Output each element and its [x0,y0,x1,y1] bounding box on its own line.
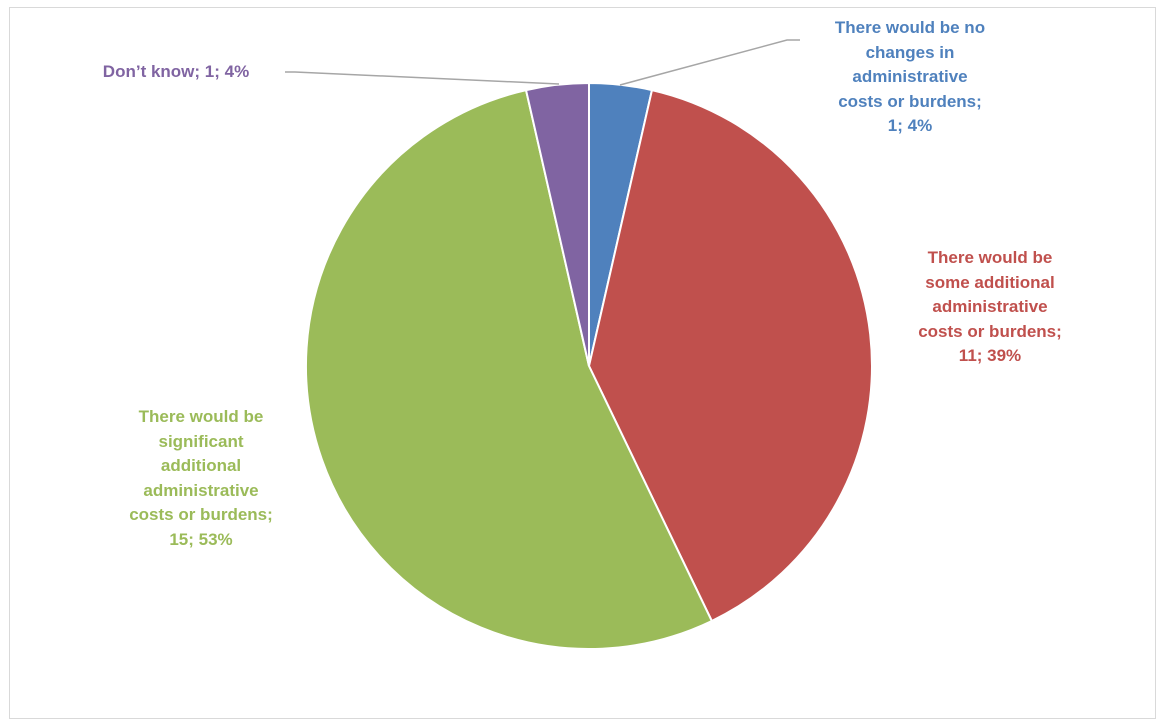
label-line: some additional [925,272,1055,292]
label-line: administrative [852,67,968,86]
label-no-changes: There would be no changes in administrativ… [790,16,1030,139]
label-line: Don’t know; 1; 4% [102,62,250,81]
label-line: costs or burdens; [918,321,1062,341]
label-line: There would be [138,407,264,426]
label-line: 11; 39% [958,346,1022,365]
label-dont-know: Don’t know; 1; 4% [56,60,296,85]
label-line: costs or burdens; [838,91,982,111]
label-some-additional: There would be some additional administrat… [880,246,1100,369]
slice-dont-know [524,81,590,367]
label-significant-additional: There would be significant additional admin… [86,405,316,552]
label-line: significant [158,431,244,451]
slice-significant-additional [304,88,714,651]
leader-line [619,39,800,86]
label-line: There would be no [834,18,986,37]
label-line: 1; 4% [887,116,933,135]
label-line: 15; 53% [169,529,233,549]
label-line: changes in [865,42,955,62]
label-line: additional [160,456,242,475]
label-line: administrative [143,480,259,500]
slice-some-additional [587,88,873,623]
label-line: administrative [932,297,1048,316]
label-line: There would be [927,248,1053,267]
label-line: costs or burdens; [129,505,273,524]
leader-line [285,71,560,85]
